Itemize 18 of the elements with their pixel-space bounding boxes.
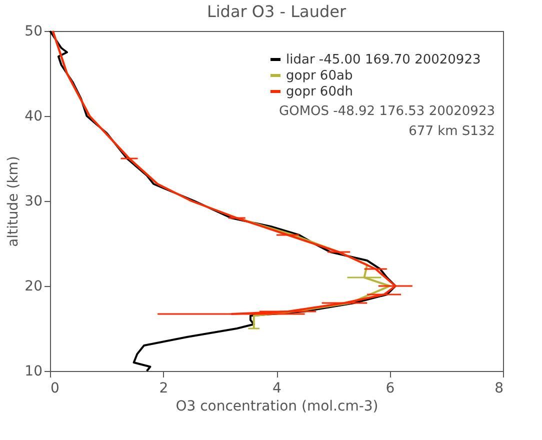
y-tick-label: 10 <box>24 364 42 380</box>
legend-label: gopr 60ab <box>286 68 353 84</box>
x-tick-label: 8 <box>494 380 504 396</box>
x-tick-label: 2 <box>159 380 168 396</box>
legend-label: lidar -45.00 169.70 20020923 <box>286 52 481 68</box>
chart-title: Lidar O3 - Lauder <box>206 2 346 21</box>
x-tick-label: 6 <box>386 380 395 396</box>
y-tick-label: 50 <box>24 24 42 40</box>
y-tick-label: 40 <box>24 108 42 124</box>
legend-label: gopr 60dh <box>286 84 353 100</box>
annotation: GOMOS -48.92 176.53 20020923 <box>279 104 495 119</box>
y-tick-label: 30 <box>24 194 42 210</box>
annotation: 677 km S132 <box>408 124 495 139</box>
x-tick-label: 4 <box>272 380 282 396</box>
y-tick-label: 20 <box>24 278 42 294</box>
x-axis-title: O3 concentration (mol.cm-3) <box>176 398 378 414</box>
y-axis-title: altitude (km) <box>6 156 22 247</box>
x-tick-label: 0 <box>50 380 60 396</box>
